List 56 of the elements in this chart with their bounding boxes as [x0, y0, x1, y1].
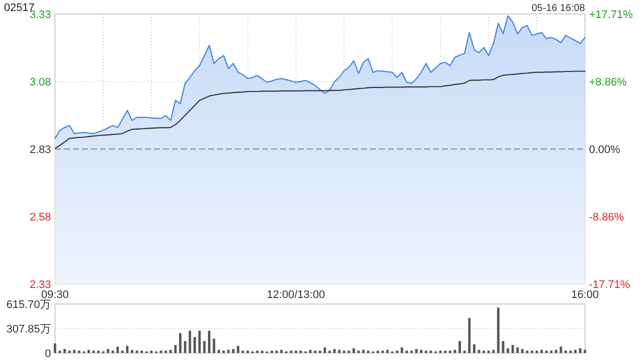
annotation: 05-16 16:08	[532, 3, 586, 14]
bar	[324, 347, 326, 353]
bar	[362, 350, 365, 353]
y-tick-label: 0	[44, 348, 51, 360]
bar	[472, 344, 476, 353]
bar	[116, 346, 119, 353]
y2-tick-label: -8.86%	[589, 212, 624, 224]
bar	[184, 341, 186, 353]
bar	[400, 347, 404, 353]
bar	[521, 349, 524, 353]
bar	[188, 330, 192, 353]
bar	[88, 350, 90, 353]
bar	[232, 349, 234, 353]
bar	[236, 346, 240, 353]
y-tick-label: 307.85万	[6, 324, 51, 336]
bar	[578, 348, 582, 353]
bar	[63, 349, 66, 353]
bar	[208, 330, 210, 353]
bar	[540, 350, 543, 353]
y2-tick-label: 0.00%	[589, 144, 620, 156]
y-tick-label: 2.58	[30, 212, 51, 224]
bar	[420, 350, 422, 353]
x-tick-label: 16:00	[571, 289, 599, 301]
y-tick-label: 3.33	[30, 9, 51, 21]
y-tick-label: 3.08	[30, 76, 51, 88]
bar	[194, 337, 196, 353]
bar	[560, 346, 562, 353]
bar	[179, 333, 182, 353]
bar	[73, 350, 76, 353]
bar	[309, 350, 312, 353]
bar	[338, 350, 340, 353]
bar	[502, 341, 504, 353]
bar	[218, 350, 220, 353]
x-tick-label: 09:30	[41, 289, 69, 301]
y2-tick-label: -17.71%	[589, 279, 630, 291]
x-tick-label: 12:00/13:00	[266, 289, 325, 301]
y2-tick-label: +8.86%	[589, 76, 627, 88]
bar	[130, 350, 134, 353]
bar	[454, 350, 456, 353]
bar	[512, 345, 514, 353]
y-tick-label: 615.70万	[6, 299, 51, 311]
bar	[126, 346, 128, 353]
bar	[497, 308, 500, 353]
bar	[574, 350, 577, 353]
bar	[203, 341, 206, 353]
bar	[468, 318, 471, 353]
y-tick-label: 2.83	[30, 144, 51, 156]
bar	[352, 348, 355, 353]
bar	[169, 350, 172, 353]
line-series	[54, 70, 586, 150]
y2-tick-label: +17.71%	[589, 9, 633, 21]
bar	[506, 348, 510, 353]
bar	[458, 341, 461, 353]
y-tick-label: 2.33	[30, 279, 51, 291]
bar	[554, 350, 558, 353]
bar	[415, 349, 418, 353]
